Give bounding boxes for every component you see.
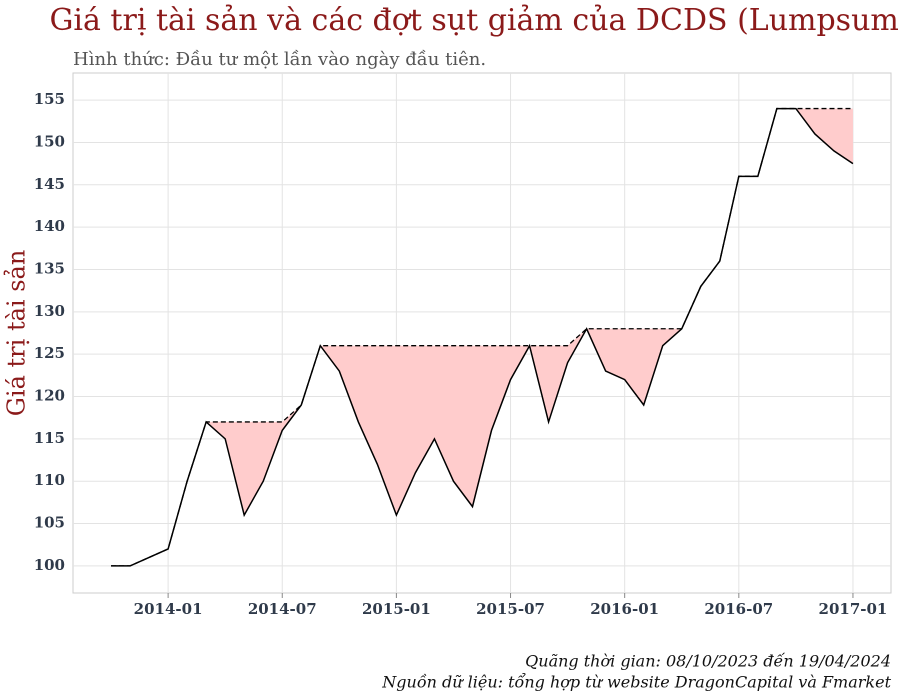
y-tick-label: 145 [34,175,65,193]
x-tick-label: 2017-01 [819,600,888,618]
y-axis-label: Giá trị tài sản [3,250,31,417]
x-tick-label: 2016-07 [704,600,773,618]
x-tick-label: 2016-01 [590,600,659,618]
y-tick-label: 135 [34,259,65,277]
y-tick-label: 120 [34,387,65,405]
x-tick-label: 2014-07 [248,600,317,618]
y-tick-label: 125 [34,344,65,362]
chart-subtitle: Hình thức: Đầu tư một lần vào ngày đầu t… [73,49,486,70]
y-tick-label: 140 [34,217,65,235]
plot-frame [72,72,892,594]
x-tick-label: 2014-01 [134,600,203,618]
x-tick-label: 2015-07 [476,600,545,618]
chart-title: Giá trị tài sản và các đợt sụt giảm của … [49,3,900,38]
footer: Nguồn dữ liệu: tổng hợp từ website Drago… [381,673,891,692]
drawdown-area [111,108,853,566]
y-tick-label: 115 [34,429,65,447]
y-tick-label: 100 [34,556,65,574]
value-line [111,107,854,567]
y-tick-label: 110 [34,471,65,489]
y-tick-label: 150 [34,132,65,150]
y-tick-label: 130 [34,302,65,320]
footer: Quãng thời gian: 08/10/2023 đến 19/04/20… [525,652,891,671]
x-tick-label: 2015-01 [362,600,431,618]
peak-line [111,107,853,567]
y-tick-label: 105 [34,514,65,532]
y-tick-label: 155 [34,90,65,108]
